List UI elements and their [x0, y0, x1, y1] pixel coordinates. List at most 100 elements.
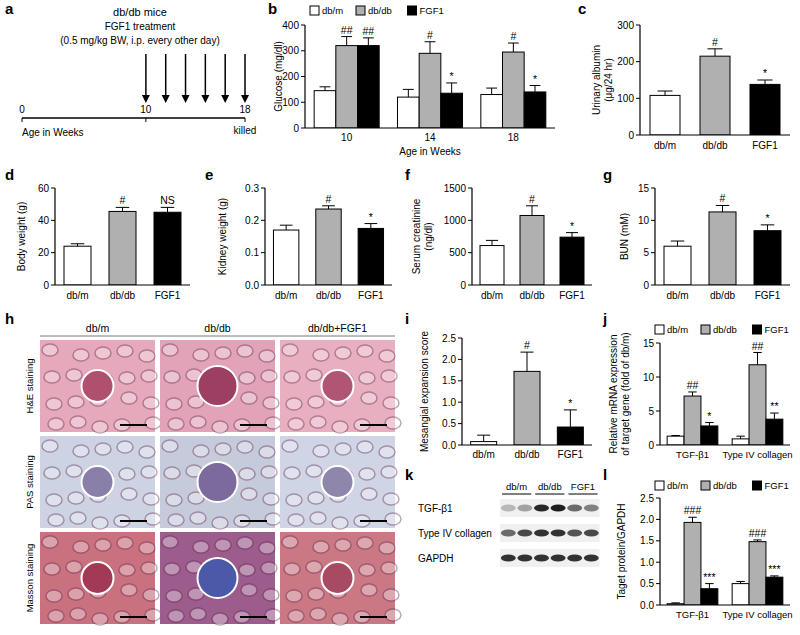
- error-cap: [486, 88, 497, 89]
- legend-swatch: [655, 481, 664, 490]
- bar: [732, 584, 749, 605]
- injection-arrow: [162, 54, 170, 103]
- y-axis-label: Glucose (mg/dl): [273, 41, 284, 112]
- panel-g: g051015BUN (mM)#*db/mdb/dbFGF1: [603, 166, 790, 301]
- error-line: [286, 225, 287, 230]
- plot-area: [667, 353, 783, 445]
- error-bar: [671, 602, 679, 604]
- tubule: [385, 513, 401, 525]
- time-axis: [22, 117, 245, 119]
- panel-letter: b: [268, 0, 277, 17]
- error-bar: [671, 435, 679, 437]
- y-axis-label: Body weight (g): [16, 202, 27, 271]
- glomerulus: [198, 558, 238, 598]
- error-cap: [521, 352, 534, 353]
- y-tick-label: 0.3: [245, 183, 259, 194]
- scale-bar: [240, 616, 267, 618]
- error-bar: [446, 83, 457, 93]
- tubule: [48, 514, 64, 526]
- plot-area: [650, 49, 780, 135]
- error-bar: [403, 89, 414, 97]
- tubule: [119, 564, 135, 576]
- plot-area: [471, 352, 584, 445]
- injection-arrow: [182, 54, 190, 103]
- y-tick-label: 1.0: [442, 397, 456, 408]
- tubule: [193, 541, 209, 553]
- scale-bar: [120, 520, 147, 522]
- tubule: [95, 539, 111, 551]
- scale-bar: [120, 424, 147, 426]
- panel-letter: d: [5, 166, 14, 183]
- error-line: [572, 233, 573, 238]
- error-cap: [425, 41, 436, 42]
- tubule: [68, 588, 84, 600]
- y-tick-label: 1000: [444, 215, 467, 226]
- error-line: [346, 37, 347, 46]
- y-tick-label: 0: [43, 280, 49, 291]
- glomerulus: [82, 466, 114, 498]
- tubule: [361, 488, 377, 500]
- arrow-shaft: [205, 54, 207, 97]
- error-bar: [322, 206, 335, 209]
- tubule: [168, 418, 184, 430]
- tubule: [70, 512, 86, 524]
- band: [501, 555, 516, 562]
- arrow-head: [221, 95, 229, 103]
- y-tick-label: 400: [282, 20, 299, 31]
- significance-mark: *: [450, 70, 454, 82]
- legend-label: db/db: [713, 480, 737, 491]
- significance-mark: #: [120, 194, 126, 206]
- tubule: [193, 349, 209, 361]
- error-bar: [658, 91, 673, 95]
- tubule: [46, 590, 62, 602]
- x-axis: [462, 444, 592, 445]
- tubule: [282, 440, 298, 452]
- significance-mark: NS: [160, 194, 175, 206]
- tubule: [259, 350, 275, 362]
- bar: [314, 91, 336, 128]
- tubule: [379, 350, 395, 362]
- significance-mark: ##: [752, 340, 764, 352]
- tubule: [259, 446, 275, 458]
- tubule: [241, 584, 257, 596]
- tubule: [332, 613, 348, 625]
- legend-label: db/db: [368, 5, 392, 16]
- band: [584, 505, 599, 512]
- panel-j: j051015Relative mRNA expressionof target…: [602, 310, 793, 460]
- y-tick-label: 2.5: [640, 493, 654, 504]
- image-background: [160, 436, 275, 528]
- y-axis: [639, 25, 640, 135]
- band: [517, 555, 532, 562]
- bar: [701, 426, 718, 445]
- y-tick-label: 10: [643, 372, 655, 383]
- error-bar: [770, 576, 778, 577]
- column-label: db/m: [86, 322, 110, 334]
- micrograph: [280, 340, 401, 433]
- image-background: [160, 340, 275, 432]
- significance-mark: ###: [749, 527, 767, 539]
- tubule: [42, 344, 58, 356]
- tubule: [66, 561, 82, 573]
- error-bar: [705, 584, 713, 589]
- band: [567, 530, 582, 537]
- column-label: db/db: [538, 481, 562, 492]
- tubule: [332, 421, 348, 433]
- tubule: [306, 369, 322, 381]
- error-cap: [688, 391, 696, 392]
- significance-mark: #: [720, 192, 726, 204]
- tubule: [92, 421, 108, 433]
- tubule: [190, 608, 206, 620]
- bar: [503, 52, 525, 128]
- significance-mark: #: [529, 193, 535, 205]
- error-bar: [530, 86, 541, 92]
- y-axis: [659, 343, 660, 445]
- x-axis: [55, 284, 190, 285]
- panel-f: f050010001500Serum creatinine(ng/dl)#*db…: [405, 166, 592, 301]
- bar: [749, 542, 766, 605]
- y-tick-label: 200: [617, 56, 634, 67]
- tubule: [212, 517, 228, 529]
- injection-arrow: [201, 54, 209, 103]
- plot-area: [273, 206, 383, 285]
- tubule: [284, 371, 300, 383]
- error-cap: [403, 89, 414, 90]
